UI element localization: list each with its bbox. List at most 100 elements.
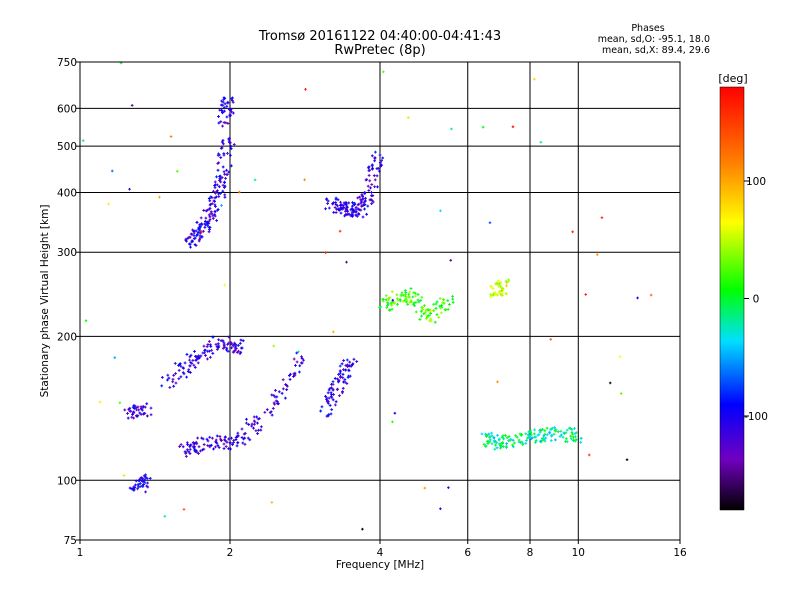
scatter-point <box>326 202 330 205</box>
scatter-point <box>326 400 330 404</box>
scatter-point <box>502 437 505 441</box>
scatter-point <box>625 458 629 461</box>
scatter-point <box>201 437 205 441</box>
scatter-point <box>214 190 218 194</box>
scatter-point <box>451 300 455 304</box>
scatter-point <box>126 412 129 415</box>
scatter-point <box>342 359 346 362</box>
scatter-point <box>196 361 200 365</box>
scatter-point <box>419 299 423 302</box>
scatter-point <box>225 173 229 176</box>
scatter-point <box>427 308 431 312</box>
scatter-point <box>127 407 131 411</box>
scatter-point <box>234 438 238 441</box>
scatter-point <box>332 330 335 334</box>
scatter-point <box>508 438 512 442</box>
scatter-point <box>338 364 342 368</box>
scatter-point <box>199 449 202 453</box>
scatter-point <box>236 441 240 444</box>
scatter-point <box>217 185 221 189</box>
y-tick-label: 750 <box>57 57 77 69</box>
scatter-point <box>491 293 495 297</box>
scatter-point <box>221 111 224 114</box>
scatter-point <box>331 387 335 391</box>
scatter-point <box>223 102 227 106</box>
scatter-point <box>238 190 241 194</box>
scatter-point <box>137 408 141 412</box>
scatter-point <box>217 192 220 196</box>
scatter-point <box>480 432 484 436</box>
scatter-point <box>487 440 490 443</box>
scatter-point <box>493 447 497 451</box>
scatter-point <box>292 375 295 378</box>
scatter-point <box>395 297 399 301</box>
scatter-point <box>354 210 358 214</box>
scatter-point <box>636 296 639 300</box>
scatter-point <box>401 300 405 304</box>
scatter-point <box>484 444 488 448</box>
scatter-point <box>222 96 226 100</box>
scatter-point <box>200 230 203 234</box>
scatter-point <box>138 485 142 489</box>
scatter-point <box>222 341 226 345</box>
scatter-point <box>338 229 342 233</box>
scatter-point <box>163 514 167 518</box>
scatter-point <box>206 221 209 225</box>
scatter-point <box>219 439 223 442</box>
scatter-point <box>212 199 216 203</box>
scatter-point <box>300 361 304 365</box>
scatter-point <box>184 450 188 454</box>
scatter-point <box>188 445 192 449</box>
scatter-point <box>239 338 243 342</box>
scatter-point <box>226 101 230 105</box>
scatter-point <box>414 310 418 314</box>
scatter-point <box>185 353 189 356</box>
scatter-point <box>208 445 212 449</box>
scatter-point <box>345 209 349 213</box>
scatter-point <box>400 291 404 295</box>
scatter-point <box>228 114 232 118</box>
scatter-point <box>366 204 370 208</box>
scatter-point <box>193 447 196 451</box>
scatter-point <box>408 290 412 294</box>
scatter-point <box>514 434 518 438</box>
scatter-point <box>217 153 221 157</box>
scatter-point <box>325 396 329 400</box>
scatter-point <box>336 377 339 381</box>
scatter-point <box>245 417 248 421</box>
scatter-point <box>534 440 537 444</box>
scatter-point <box>500 435 504 439</box>
scatter-point <box>570 428 574 431</box>
scatter-point <box>341 386 345 390</box>
scatter-point <box>236 431 240 435</box>
scatter-point <box>435 313 439 316</box>
scatter-point <box>326 391 330 395</box>
scatter-point <box>231 443 234 446</box>
scatter-point <box>228 136 232 140</box>
scatter-point <box>207 340 211 343</box>
scatter-point <box>223 193 227 197</box>
scatter-point <box>187 235 191 239</box>
scatter-point <box>196 436 200 440</box>
scatter-point <box>345 208 349 211</box>
scatter-point <box>505 284 508 288</box>
scatter-point <box>504 434 507 437</box>
scatter-point <box>205 437 209 441</box>
scatter-point <box>368 198 372 202</box>
scatter-point <box>211 217 215 220</box>
scatter-point <box>177 368 181 372</box>
scatter-point <box>420 314 423 318</box>
scatter-point <box>178 362 182 366</box>
scatter-point <box>356 196 360 200</box>
scatter-point <box>334 211 338 214</box>
scatter-point <box>496 279 500 282</box>
scatter-point <box>579 440 583 444</box>
scatter-point <box>334 400 338 404</box>
scatter-point <box>300 355 303 359</box>
scatter-point <box>222 442 226 446</box>
scatter-point <box>172 384 176 388</box>
scatter-point <box>356 207 360 211</box>
scatter-point <box>231 344 235 348</box>
scatter-point <box>481 125 485 129</box>
scatter-point <box>135 415 139 418</box>
